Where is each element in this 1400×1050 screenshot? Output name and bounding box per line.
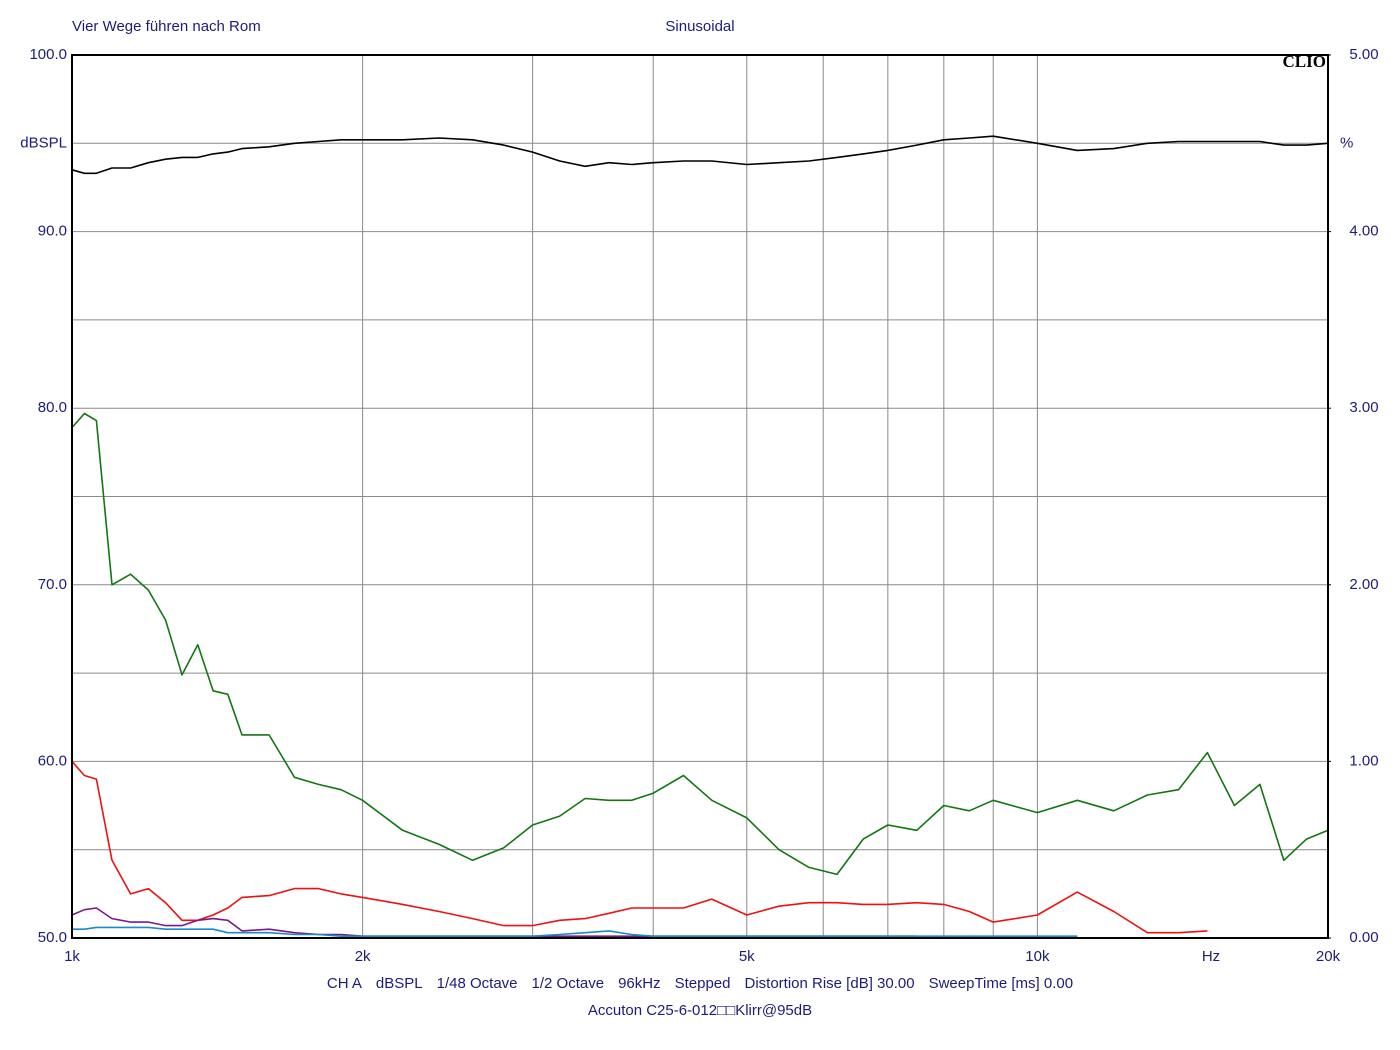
setting: 1/48 Octave — [436, 975, 518, 992]
chart-subtitle: Sinusoidal — [665, 18, 734, 35]
y-tick-label: 70.0 — [38, 576, 67, 593]
settings-line: CH A dBSPL 1/48 Octave 1/2 Octave 96kHz Stepp… — [0, 975, 1400, 992]
caption: Accuton C25-6-012□□Klirr@95dB — [587, 1002, 813, 1019]
x-tick-label: 10k — [1025, 948, 1050, 965]
x-tick-label: 1k — [64, 948, 80, 965]
y-tick-label: 90.0 — [38, 223, 67, 240]
y2-tick-label: 3.00 — [1349, 399, 1378, 416]
series-line — [71, 907, 917, 937]
y2-axis-label: % — [1340, 134, 1353, 151]
x-tick-label: 20k — [1316, 948, 1341, 965]
y2-tick-label: 0.00 — [1349, 929, 1378, 946]
chart-title: Vier Wege führen nach Rom — [72, 18, 261, 35]
y2-tick-label: 4.00 — [1349, 223, 1378, 240]
series-line — [71, 760, 1208, 934]
x-tick-label: 2k — [355, 948, 371, 965]
series-line — [71, 135, 1329, 175]
setting: CH A — [326, 975, 362, 992]
setting: 1/2 Octave — [531, 975, 605, 992]
setting: Distortion Rise [dB] 30.00 — [744, 975, 915, 992]
y-axis-label: dBSPL — [20, 134, 67, 151]
setting: SweepTime [ms] 0.00 — [928, 975, 1074, 992]
y-tick-label: 100.0 — [29, 46, 67, 63]
plot-frame — [71, 54, 1329, 939]
setting: Stepped — [674, 975, 731, 992]
setting: dBSPL — [375, 975, 423, 992]
y-tick-label: 60.0 — [38, 752, 67, 769]
y-tick-label: 50.0 — [38, 929, 67, 946]
y2-tick-label: 5.00 — [1349, 46, 1378, 63]
setting: 96kHz — [618, 975, 661, 992]
series-line — [71, 412, 1329, 876]
y-tick-label: 80.0 — [38, 399, 67, 416]
brand: CLIO — [1283, 52, 1326, 71]
y2-tick-label: 1.00 — [1349, 752, 1378, 769]
x-tick-label: 5k — [739, 948, 755, 965]
series-line — [72, 926, 1078, 937]
y2-tick-label: 2.00 — [1349, 576, 1378, 593]
x-axis-label: Hz — [1202, 948, 1220, 965]
